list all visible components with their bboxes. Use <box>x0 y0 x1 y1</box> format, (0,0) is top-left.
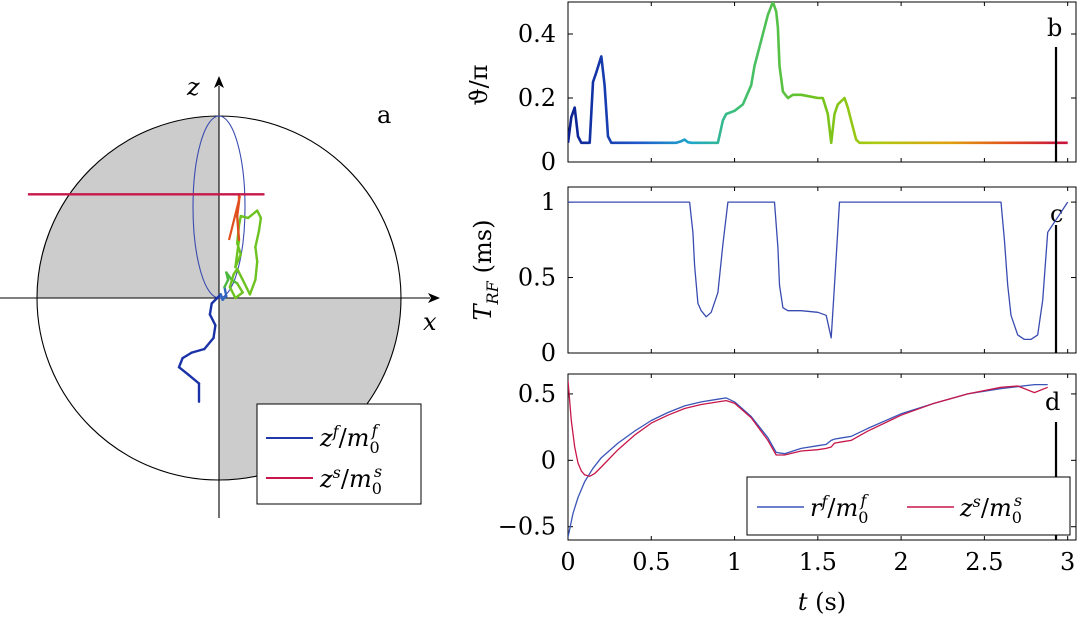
panel-a-bloch-plot: x z a zf/m0f zs/m0s <box>0 73 440 518</box>
panel-a-label: a <box>377 101 391 129</box>
y-tick-label: 0.2 <box>518 84 556 112</box>
panel-d-ytick-labels: −0.5 0 0.5 <box>498 380 556 541</box>
y-tick-label: 0 <box>541 339 556 367</box>
x-axis-arrow-icon <box>428 293 440 303</box>
panel-c-frame <box>567 186 1077 354</box>
x-tick-label: 2.5 <box>965 548 1003 576</box>
trajectory-segment <box>177 356 184 369</box>
trajectory-segment <box>241 278 252 296</box>
panel-b-ticks <box>567 2 1076 163</box>
z-axis-arrow-icon <box>214 76 224 88</box>
trajectory-segment <box>223 285 228 298</box>
y-tick-label: 0 <box>541 446 556 474</box>
y-tick-label: 0.5 <box>518 380 556 408</box>
panel-c-ylabel: TRF(ms) <box>469 220 502 321</box>
x-tick-label: 0 <box>560 548 575 576</box>
trajectory-segment <box>256 209 263 220</box>
trf-series-line <box>568 201 1069 341</box>
trajectory-segment <box>234 238 241 269</box>
panel-c-ytick-labels: 00.51 <box>518 188 556 367</box>
panel-d-label: d <box>1045 388 1060 416</box>
legend-d-box <box>746 476 1071 536</box>
trajectory-segment <box>208 302 213 316</box>
trajectory-segment <box>254 260 259 281</box>
trajectory-segment <box>257 216 263 232</box>
trajectory-segment <box>210 296 219 305</box>
trajectory-segment <box>181 351 193 360</box>
x-tick-label: 1.5 <box>799 548 837 576</box>
trajectory-segment <box>190 347 206 354</box>
panel-d-xlabel: t (s) <box>798 588 846 616</box>
panel-d-frame <box>567 373 1077 541</box>
panel-b-theta: 0 0.2 0.4 ϑ/π b <box>465 1 1077 176</box>
y-tick-label: 1 <box>541 188 556 216</box>
trajectory-segment <box>208 313 217 327</box>
x-tick-label: 2 <box>893 548 908 576</box>
legend-d: rf/m0f zs/m0s <box>746 476 1071 536</box>
trajectory-group <box>177 193 263 403</box>
legend-d-entry-2: zs/m0s <box>959 491 1022 527</box>
trajectory-segment <box>235 214 241 242</box>
trajectory-segment <box>212 324 217 340</box>
trajectory-segment <box>177 366 190 376</box>
zs-series-line <box>568 380 1048 477</box>
trajectory-segment <box>235 282 244 294</box>
trajectory-segment <box>228 285 237 300</box>
trajectory-segment <box>246 209 259 220</box>
trajectory-segment <box>239 214 250 220</box>
trajectory-segment <box>223 278 230 289</box>
tilted-ellipse <box>192 115 246 299</box>
trajectory-segment <box>228 273 235 289</box>
panel-d-magnetization: −0.500.5 0 0.5 1 1.5 2 2.5 3 t (s) d rf/m0f zs… <box>498 373 1077 616</box>
trajectory-segment <box>248 278 257 296</box>
z-axis-label: z <box>186 73 200 101</box>
panel-c-trf: 00.51 TRF(ms) c <box>469 186 1077 367</box>
x-tick-label: 0.5 <box>632 548 670 576</box>
trajectory-segment <box>186 373 201 385</box>
legend-a-entry-1: zf/m0f <box>319 421 381 457</box>
trajectory-segment <box>203 336 215 351</box>
panel-b-ylabel: ϑ/π <box>465 64 493 105</box>
theta-series-line <box>568 2 1068 145</box>
panel-d-xtick-labels: 0 0.5 1 1.5 2 2.5 3 <box>560 548 1075 576</box>
trajectory-segment <box>234 291 244 300</box>
y-tick-label: 0.5 <box>518 264 556 292</box>
trajectory-segment <box>225 271 233 281</box>
trajectory-segment-red <box>227 195 242 241</box>
y-tick-label: −0.5 <box>498 513 556 541</box>
legend-a-box <box>256 403 422 505</box>
x-tick-label: 1 <box>727 548 742 576</box>
shaded-quadrant-top-left <box>37 116 219 298</box>
panel-c-label: c <box>1050 200 1063 228</box>
y-tick-label: 0 <box>541 148 556 176</box>
rf-series-line <box>568 383 1048 538</box>
panel-b-label: b <box>1047 14 1062 42</box>
trajectory-segment <box>254 245 259 263</box>
panel-c-ticks <box>567 187 1076 354</box>
legend-d-entry-1: rf/m0f <box>810 491 869 527</box>
x-tick-label: 3 <box>1060 548 1075 576</box>
legend-a: zf/m0f zs/m0s <box>256 403 422 505</box>
x-axis-label: x <box>423 308 437 336</box>
panel-b-ytick-labels: 0 0.2 0.4 <box>518 20 556 176</box>
y-tick-label: 0.4 <box>518 20 556 48</box>
trajectory-segment <box>237 214 243 227</box>
trajectory-segment <box>254 229 261 249</box>
trajectory-segment <box>235 267 244 281</box>
panel-b-frame <box>567 1 1077 163</box>
legend-a-entry-2: zs/m0s <box>319 462 382 498</box>
